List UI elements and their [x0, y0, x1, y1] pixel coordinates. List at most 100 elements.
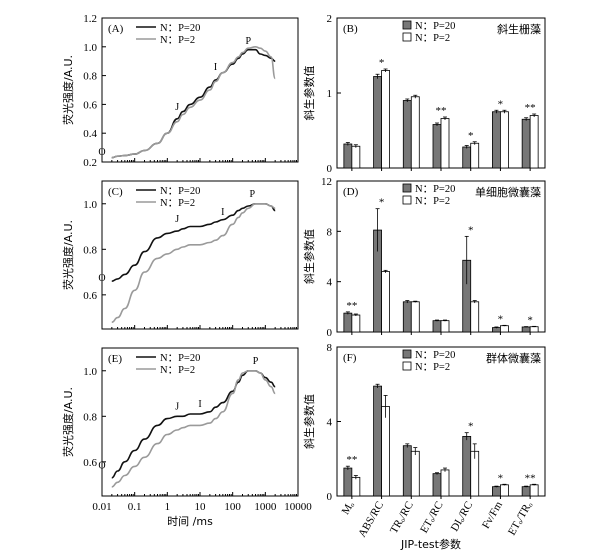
category-label: ETₒ/TRₒ — [506, 500, 535, 538]
y-tick-label: 1 — [327, 88, 333, 100]
bar-p20 — [521, 486, 531, 497]
bar-p2 — [410, 96, 420, 169]
bar-p20 — [373, 385, 382, 497]
point-label-J: J — [175, 102, 179, 113]
series-line-p2 — [111, 369, 276, 488]
legend-label-p2: N：P=2 — [415, 196, 450, 207]
y-tick-label: 0 — [327, 163, 333, 175]
bar-p20 — [432, 473, 442, 497]
y-axis-title: 斜生参数值 — [302, 394, 316, 449]
bar-p20 — [521, 118, 531, 169]
legend-label-p2: N：P=2 — [160, 365, 195, 376]
x-tick-label: 1 — [165, 501, 171, 513]
panel-label: (A) — [108, 23, 124, 35]
species-label: 斜生栅藻 — [497, 22, 541, 36]
y-tick-label: 0.6 — [83, 99, 97, 111]
series-line-p20 — [111, 48, 276, 159]
legend-label-p2: N：P=2 — [160, 198, 195, 209]
legend-label-p20: N：P=20 — [160, 186, 200, 197]
bar-p20 — [402, 100, 412, 169]
bar-p20 — [402, 445, 412, 497]
bar-p2 — [440, 118, 450, 169]
x-tick-label: 0.01 — [92, 501, 111, 513]
point-label-P: P — [250, 189, 256, 200]
significance-mark: * — [498, 472, 504, 484]
y-tick-label: 0.8 — [83, 244, 97, 256]
category-label: DIₒ/RC — [449, 500, 476, 534]
panel-C: 0.6 0.8 1.0 荧光强度/A.U. (C) N：P=20N：P=2 O J I P — [61, 180, 299, 330]
y-tick-label: 4 — [327, 277, 333, 289]
legend-swatch-p20 — [402, 349, 412, 359]
category-label: Mₒ — [340, 500, 357, 517]
legend-swatch-p2 — [402, 195, 412, 205]
point-label-I: I — [214, 62, 217, 73]
panel-label: (B) — [343, 23, 358, 35]
category-label: ABS/RC — [356, 500, 386, 540]
legend-label-p20: N：P=20 — [160, 353, 200, 364]
y-tick-label: 1.0 — [83, 366, 97, 378]
series-line-p2 — [111, 203, 276, 323]
y-tick-label: 0.2 — [83, 157, 97, 169]
category-label: Fv/Fm — [480, 499, 505, 531]
x-tick-label: 10000 — [284, 501, 312, 513]
bar-p2 — [381, 70, 390, 169]
bar-p2 — [470, 301, 480, 333]
bar-p20 — [343, 467, 353, 497]
significance-mark: ** — [346, 454, 357, 466]
y-tick-label: 1.0 — [83, 199, 97, 211]
y-tick-label: 0.6 — [83, 290, 97, 302]
y-tick-label: 8 — [327, 342, 333, 354]
point-label-O: O — [98, 273, 105, 284]
y-tick-label: 0.8 — [83, 411, 97, 423]
series-line-p2 — [111, 45, 276, 159]
category-label: ETₒ/RC — [418, 500, 446, 536]
bar-p2 — [410, 301, 420, 333]
y-tick-label: 0 — [327, 491, 333, 503]
bar-p20 — [521, 326, 531, 333]
y-tick-label: 0.4 — [83, 128, 97, 140]
panel-label: (E) — [108, 353, 122, 365]
x-tick-label: 100 — [224, 501, 241, 513]
bar-p2 — [381, 271, 390, 333]
y-tick-label: 12 — [321, 176, 332, 188]
y-tick-label: 2 — [327, 13, 333, 25]
legend-swatch-p2 — [402, 361, 412, 371]
series-line-p20 — [111, 369, 276, 479]
x-tick-label: 1000 — [254, 501, 277, 513]
point-label-O: O — [98, 461, 105, 472]
point-label-I: I — [221, 207, 224, 218]
significance-mark: ** — [436, 105, 447, 117]
bar-p2 — [500, 484, 509, 497]
y-tick-label: 8 — [327, 226, 333, 238]
x-tick-label: 0.1 — [128, 501, 142, 513]
y-axis-title: 荧光强度/A.U. — [61, 387, 75, 457]
y-tick-label: 4 — [327, 417, 333, 429]
bar-p2 — [351, 145, 361, 169]
panel-label: (C) — [108, 186, 123, 198]
bar-p20 — [492, 327, 501, 333]
series-line-p20 — [111, 203, 276, 282]
bar-p20 — [492, 486, 501, 497]
x-axis-title: 时间 /ms — [167, 515, 213, 528]
significance-mark: * — [527, 314, 533, 326]
significance-mark: * — [468, 224, 474, 236]
bar-p20 — [462, 146, 472, 169]
legend-swatch-p2 — [402, 32, 412, 42]
bar-p20 — [343, 312, 353, 333]
bar-p2 — [351, 314, 361, 333]
legend-swatch-p20 — [402, 183, 412, 193]
significance-mark: * — [498, 98, 504, 110]
significance-mark: ** — [346, 300, 357, 312]
bar-p20 — [373, 76, 382, 169]
bar-p2 — [529, 326, 539, 333]
y-axis-title: 斜生参数值 — [302, 229, 316, 284]
significance-mark: ** — [525, 102, 536, 114]
bar-p20 — [492, 111, 501, 169]
x-axis-title: JIP-test参数 — [400, 537, 461, 551]
y-axis-title: 斜生参数值 — [302, 66, 316, 121]
panel-label: (F) — [343, 352, 357, 364]
y-tick-label: 0.8 — [83, 71, 97, 83]
